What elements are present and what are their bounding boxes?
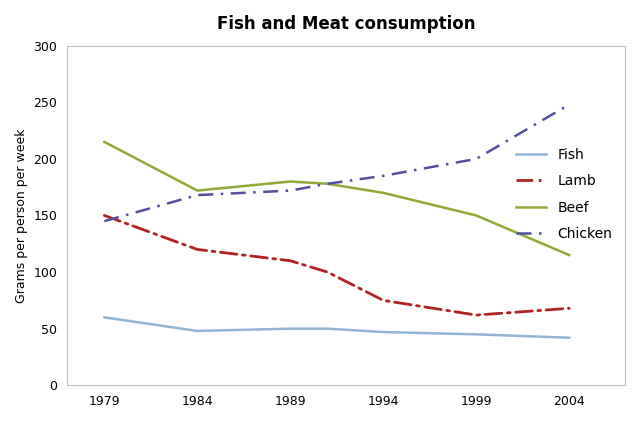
Lamb <box>472 313 480 318</box>
Line: Lamb: Lamb <box>104 215 569 315</box>
Lamb <box>100 213 108 218</box>
Lamb <box>324 269 332 275</box>
Beef <box>472 213 480 218</box>
Legend: Fish, Lamb, Beef, Chicken: Fish, Lamb, Beef, Chicken <box>516 148 612 241</box>
Chicken <box>565 102 573 107</box>
Beef <box>287 179 294 184</box>
Lamb <box>193 247 201 252</box>
Chicken <box>380 173 387 179</box>
Chicken <box>472 157 480 162</box>
Line: Chicken: Chicken <box>104 104 569 221</box>
Line: Beef: Beef <box>104 142 569 255</box>
Beef <box>100 139 108 144</box>
Fish <box>100 315 108 320</box>
Fish <box>565 335 573 340</box>
Beef <box>193 188 201 193</box>
Fish <box>193 328 201 333</box>
Beef <box>380 190 387 195</box>
Line: Fish: Fish <box>104 317 569 338</box>
Y-axis label: Grams per person per week: Grams per person per week <box>15 128 28 303</box>
Lamb <box>565 306 573 311</box>
Chicken <box>100 219 108 224</box>
Lamb <box>287 258 294 263</box>
Chicken <box>193 192 201 198</box>
Fish <box>472 332 480 337</box>
Title: Fish and Meat consumption: Fish and Meat consumption <box>217 15 476 33</box>
Lamb <box>380 298 387 303</box>
Beef <box>565 253 573 258</box>
Beef <box>324 181 332 186</box>
Fish <box>287 326 294 331</box>
Chicken <box>324 181 332 186</box>
Fish <box>324 326 332 331</box>
Fish <box>380 330 387 335</box>
Chicken <box>287 188 294 193</box>
